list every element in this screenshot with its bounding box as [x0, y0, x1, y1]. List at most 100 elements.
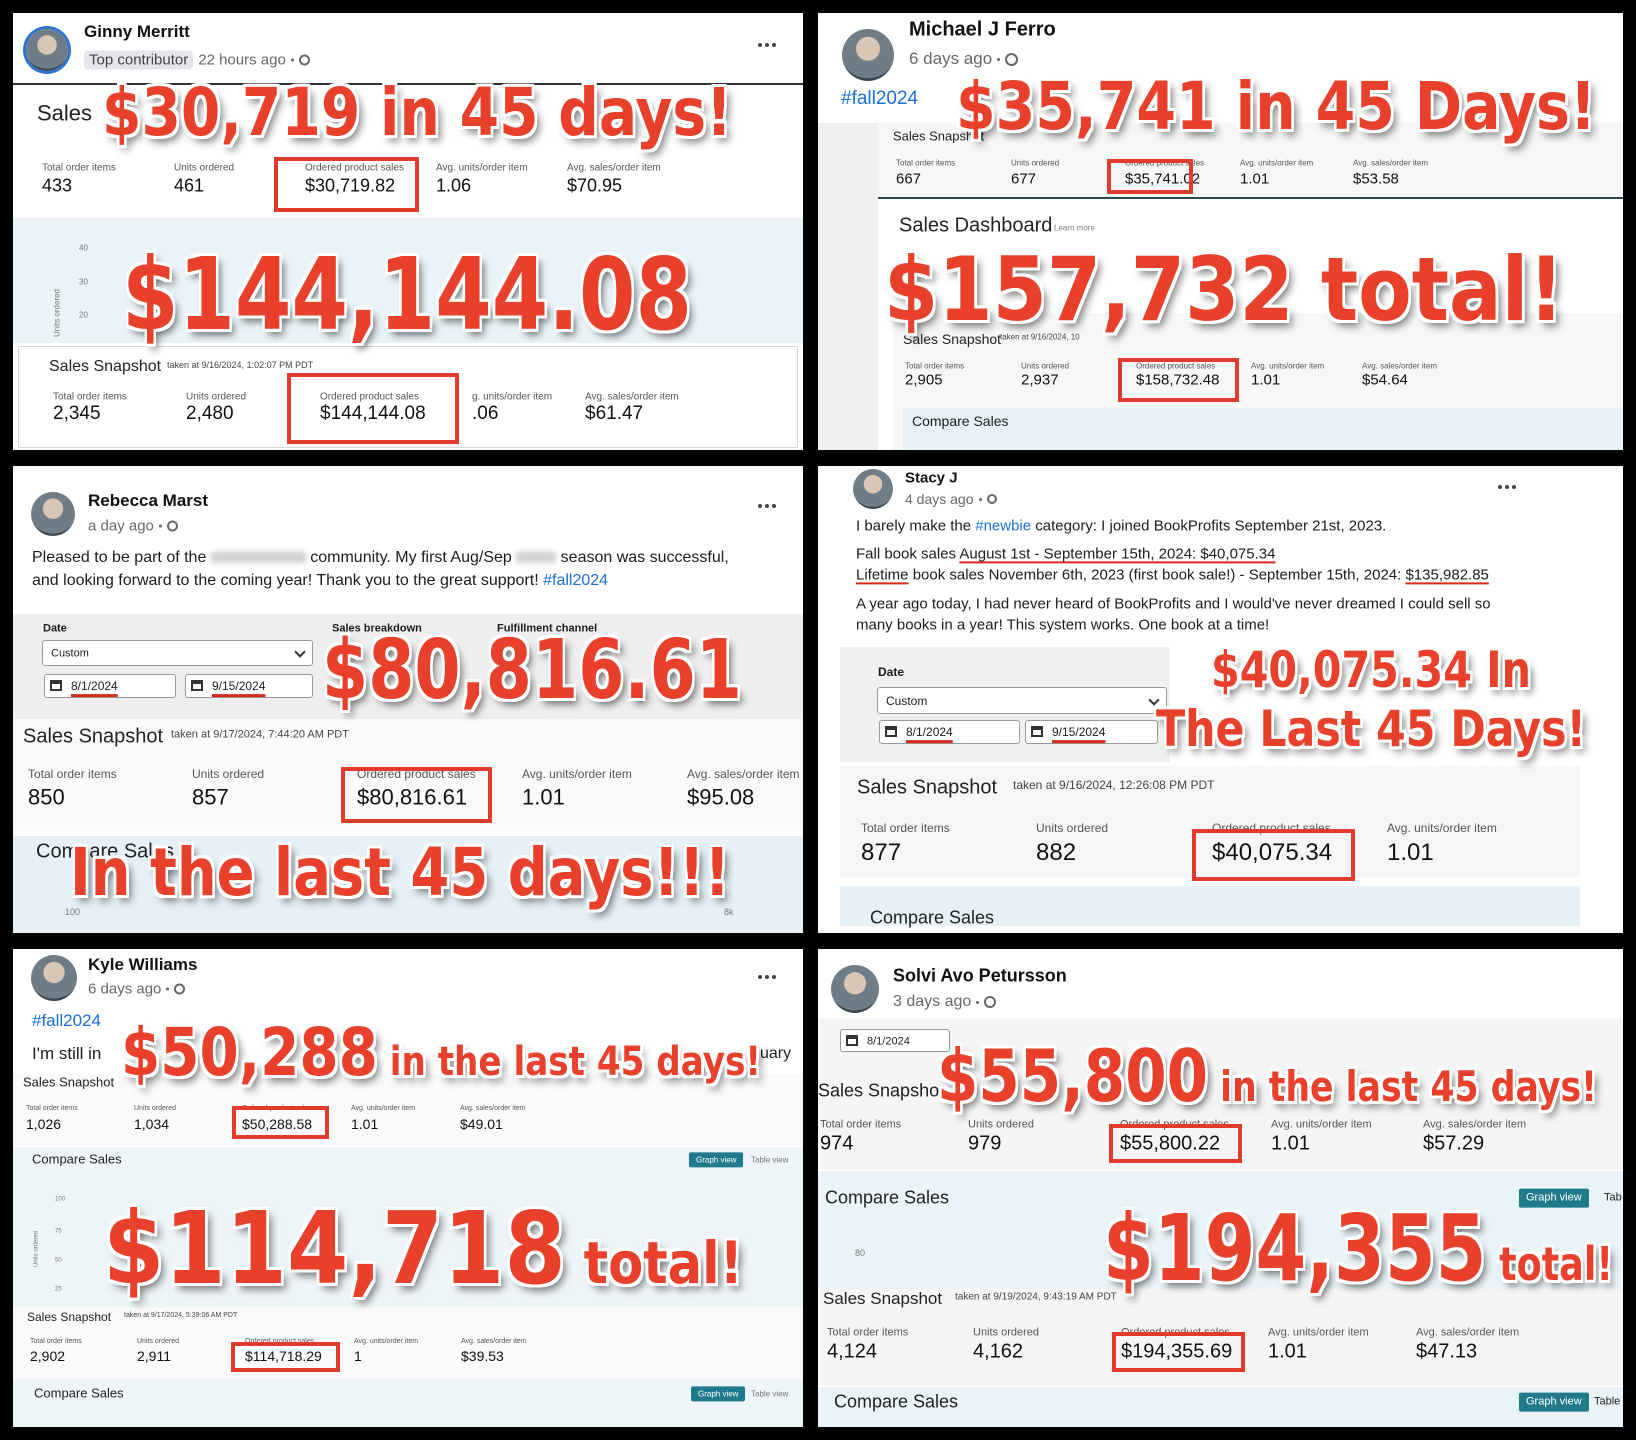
- ui-text: 50: [55, 1257, 62, 1264]
- avatar: [31, 492, 75, 536]
- view-button[interactable]: Graph view: [1519, 1188, 1589, 1208]
- snapshot-title: Sales Snapshot: [857, 776, 998, 799]
- ui-text: 20: [79, 310, 88, 320]
- globe-icon: [166, 520, 178, 532]
- snapshot-title: Sales Snapshot: [23, 725, 164, 748]
- section-bg: [13, 1307, 803, 1379]
- author-name: Ginny Merritt: [84, 22, 190, 42]
- menu-dot: [758, 975, 762, 979]
- menu-dot: [1498, 485, 1502, 489]
- ui-text: Sales: [37, 100, 93, 126]
- metric-value: $55,800.22: [1120, 1132, 1221, 1155]
- overlay-text: The Last 45 Days!: [1156, 700, 1586, 758]
- view-button[interactable]: Graph view: [689, 1152, 744, 1168]
- overlay-text: $194,355: [1103, 1195, 1487, 1302]
- metric-value: $35,741.02: [1125, 170, 1201, 188]
- metric-label: Avg. sales/order item: [1423, 1118, 1527, 1131]
- section-bg: [13, 836, 803, 933]
- menu-dot: [772, 504, 776, 508]
- hashtag: #newbie: [975, 517, 1032, 535]
- post-meta: 3 days ago: [893, 993, 997, 1011]
- snapshot-title: Sales Snapshot: [23, 1074, 115, 1090]
- more-menu[interactable]: [758, 504, 776, 508]
- metric-value: 1,026: [26, 1115, 62, 1132]
- ui-text: Compare Sales: [834, 1391, 959, 1412]
- section-bg: [18, 346, 798, 448]
- filter-label: Fulfillment channel: [497, 622, 598, 635]
- filter-label: Date: [878, 665, 905, 680]
- ui-text: Table: [1594, 1395, 1621, 1408]
- contributor-badge: Top contributor: [84, 50, 194, 70]
- metric-value: 979: [968, 1132, 1002, 1155]
- post-time: 4 days ago: [905, 491, 974, 507]
- ui-text: 8k: [724, 906, 734, 917]
- body-line: and looking forward to the coming year! …: [32, 572, 608, 590]
- metric-label: Avg. sales/order item: [460, 1104, 526, 1112]
- date-field: 8/1/2024: [879, 720, 1020, 744]
- view-button[interactable]: Graph view: [1519, 1392, 1589, 1412]
- metric-value: 974: [820, 1132, 854, 1155]
- metric-label: Total order items: [28, 767, 117, 782]
- menu-dot: [772, 975, 776, 979]
- metric-value: 1: [354, 1347, 362, 1364]
- hashtag: #fall2024: [32, 1011, 102, 1031]
- metric-label: Ordered product sales: [320, 391, 419, 403]
- metric-label: Avg. sales/order item: [1353, 158, 1428, 168]
- body-text: I'm still in: [32, 1044, 102, 1064]
- author-name: Solvi Avo Petursson: [893, 965, 1067, 986]
- section-bg: [13, 218, 803, 343]
- chevron: [294, 646, 306, 658]
- overlay-caption: $50,288 in the last 45 days!: [121, 1020, 761, 1086]
- overlay-text: $50,288: [121, 1014, 378, 1091]
- metric-value: $47.13: [1416, 1340, 1478, 1363]
- ui-text: 75: [55, 1228, 62, 1235]
- metric-label: Total order items: [820, 1118, 902, 1131]
- metric-label: Avg. sales/order item: [1416, 1326, 1520, 1339]
- menu-dot: [765, 975, 769, 979]
- metric-value: 1.01: [1251, 371, 1281, 389]
- snapshot-title: Sales Snapshot: [823, 1289, 943, 1309]
- post-panel: Michael J Ferro 6 days ago #fall2024 Sales …: [818, 13, 1623, 450]
- section-bg: [818, 1019, 1623, 1169]
- post-meta: 6 days ago: [88, 981, 186, 998]
- date-field: 9/15/2024: [185, 674, 313, 698]
- view-button[interactable]: Graph view: [691, 1386, 746, 1402]
- dropdown: Custom: [42, 640, 313, 666]
- metric-label: Units ordered: [137, 1337, 180, 1345]
- body-line: Pleased to be part of the community. My …: [32, 549, 729, 567]
- overlay-text: $40,075.34 In: [1211, 641, 1531, 699]
- more-menu[interactable]: [1498, 485, 1516, 489]
- separator-dot: [976, 1000, 980, 1004]
- overlay-text: in the last 45 days!: [1207, 1062, 1597, 1111]
- date-field: 8/1/2024: [840, 1029, 950, 1052]
- post-meta: 6 days ago: [909, 49, 1019, 69]
- metric-value: $70.95: [567, 175, 623, 196]
- post-meta: Top contributor 22 hours ago: [84, 50, 310, 70]
- section-bg: [13, 1074, 803, 1146]
- separator-dot: [997, 57, 1001, 61]
- overlay-text: $55,800: [937, 1034, 1208, 1118]
- body-text: Fall book sales: [856, 545, 960, 563]
- globe-icon: [1005, 52, 1019, 66]
- metric-label: Ordered product sales: [305, 162, 404, 174]
- metric-label: Ordered product sales: [245, 1337, 315, 1345]
- section-bg: [818, 123, 878, 450]
- more-menu[interactable]: [758, 975, 776, 979]
- metric-value: 857: [192, 784, 229, 810]
- snapshot-taken: taken at 9/19/2024, 9:43:19 AM PDT: [955, 1291, 1117, 1303]
- more-menu[interactable]: [758, 43, 776, 47]
- metric-value: 433: [42, 175, 73, 196]
- date-value: 8/1/2024: [867, 1035, 910, 1048]
- highlight-box: [287, 373, 459, 444]
- overlay-text: $114,718: [103, 1190, 566, 1307]
- snapshot-taken: taken at 9/16/2024, 10: [1000, 332, 1080, 342]
- metric-value: $114,718.29: [245, 1347, 322, 1364]
- body-text: I barely make the: [856, 517, 976, 535]
- snapshot-title: Sales Snapsho: [818, 1080, 940, 1101]
- hashtag: #fall2024: [841, 88, 919, 110]
- author-name: Rebecca Marst: [88, 491, 209, 511]
- filter-label: Date: [43, 622, 67, 635]
- post-panel: Kyle Williams 6 days ago #fall2024 I'm stil…: [13, 949, 803, 1427]
- ui-text: 80: [855, 1247, 866, 1258]
- dropdown-value: Custom: [886, 693, 928, 708]
